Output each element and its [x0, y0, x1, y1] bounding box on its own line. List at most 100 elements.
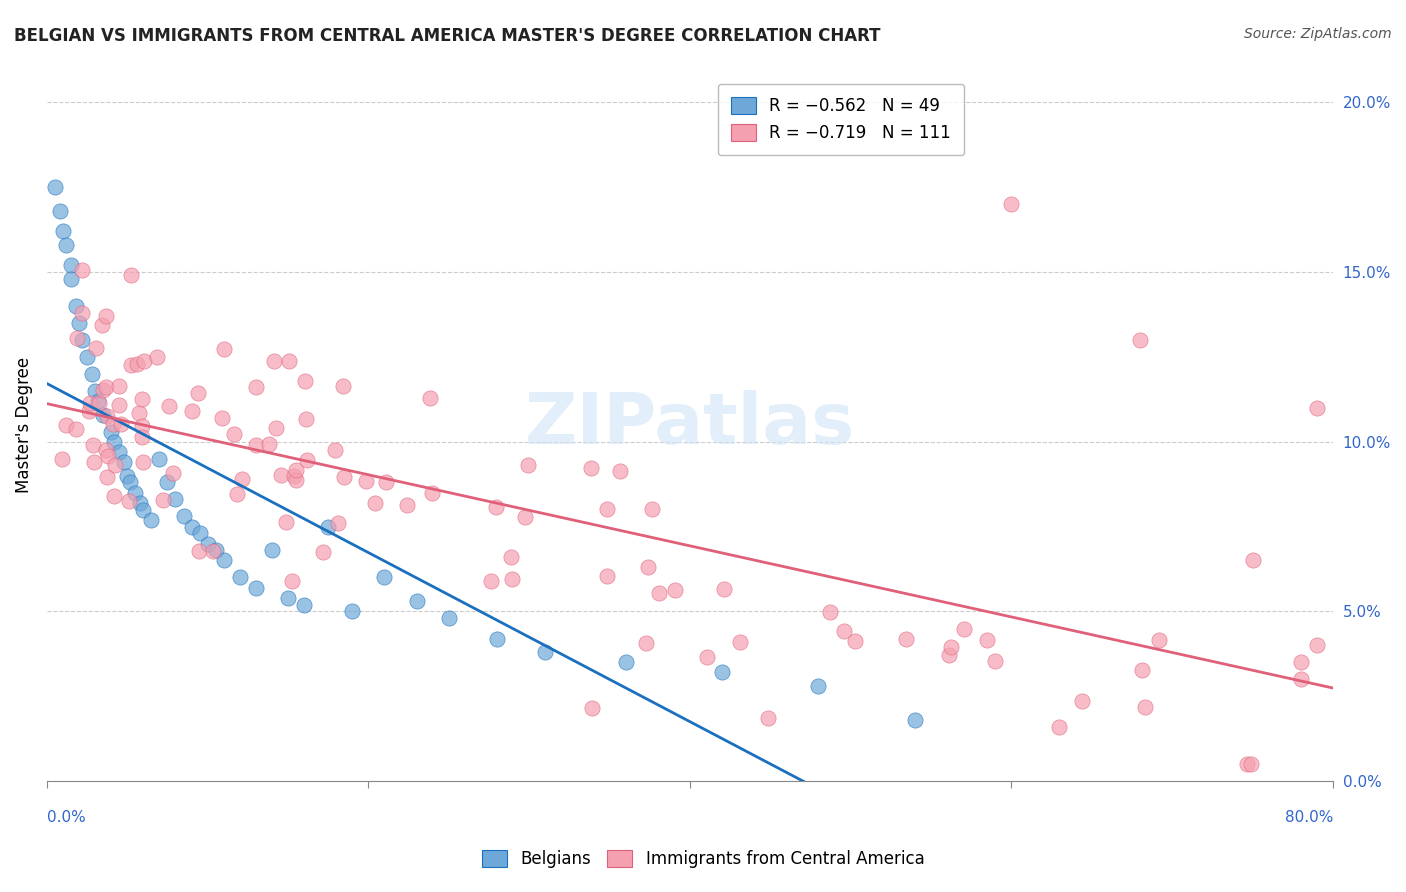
- Point: [212, 553, 235, 567]
- Point: [188, 526, 211, 541]
- Point: [131, 392, 153, 406]
- Legend: R = −0.562   N = 49, R = −0.719   N = 111: R = −0.562 N = 49, R = −0.719 N = 111: [717, 84, 965, 155]
- Point: [197, 536, 219, 550]
- Point: [648, 586, 671, 600]
- Point: [1306, 401, 1329, 415]
- Point: [44, 180, 66, 194]
- Point: [894, 632, 917, 646]
- Point: [333, 470, 356, 484]
- Point: [108, 445, 131, 459]
- Point: [76, 350, 98, 364]
- Point: [187, 543, 209, 558]
- Point: [231, 472, 253, 486]
- Point: [103, 489, 125, 503]
- Point: [294, 374, 316, 388]
- Point: [609, 464, 631, 478]
- Point: [101, 417, 124, 431]
- Point: [157, 399, 180, 413]
- Point: [285, 463, 308, 477]
- Point: [395, 498, 418, 512]
- Point: [131, 430, 153, 444]
- Point: [173, 509, 195, 524]
- Point: [212, 342, 235, 356]
- Point: [117, 468, 139, 483]
- Point: [59, 272, 82, 286]
- Text: 0.0%: 0.0%: [46, 810, 86, 824]
- Point: [156, 475, 179, 490]
- Point: [316, 519, 339, 533]
- Point: [79, 396, 101, 410]
- Point: [728, 635, 751, 649]
- Point: [108, 378, 131, 392]
- Point: [117, 493, 139, 508]
- Point: [281, 574, 304, 588]
- Text: BELGIAN VS IMMIGRANTS FROM CENTRAL AMERICA MASTER'S DEGREE CORRELATION CHART: BELGIAN VS IMMIGRANTS FROM CENTRAL AMERI…: [14, 27, 880, 45]
- Point: [87, 394, 110, 409]
- Point: [938, 648, 960, 662]
- Text: Source: ZipAtlas.com: Source: ZipAtlas.com: [1244, 27, 1392, 41]
- Point: [59, 258, 82, 272]
- Point: [596, 569, 619, 583]
- Point: [110, 417, 132, 432]
- Point: [132, 455, 155, 469]
- Point: [141, 513, 163, 527]
- Point: [637, 560, 659, 574]
- Point: [479, 574, 502, 588]
- Point: [1000, 197, 1022, 211]
- Point: [664, 583, 686, 598]
- Point: [513, 509, 536, 524]
- Point: [146, 350, 169, 364]
- Point: [1236, 757, 1258, 772]
- Point: [283, 468, 305, 483]
- Point: [72, 333, 94, 347]
- Point: [180, 519, 202, 533]
- Point: [641, 501, 664, 516]
- Point: [501, 572, 523, 586]
- Point: [120, 358, 142, 372]
- Point: [132, 354, 155, 368]
- Point: [224, 427, 246, 442]
- Point: [534, 645, 557, 659]
- Point: [148, 451, 170, 466]
- Point: [229, 570, 252, 584]
- Point: [263, 354, 285, 368]
- Point: [187, 386, 209, 401]
- Point: [294, 412, 316, 426]
- Point: [277, 591, 299, 605]
- Point: [96, 470, 118, 484]
- Point: [1129, 333, 1152, 347]
- Point: [374, 475, 396, 489]
- Point: [295, 452, 318, 467]
- Point: [129, 496, 152, 510]
- Point: [124, 485, 146, 500]
- Point: [354, 474, 377, 488]
- Point: [485, 500, 508, 515]
- Point: [97, 449, 120, 463]
- Point: [94, 310, 117, 324]
- Point: [326, 516, 349, 531]
- Point: [832, 624, 855, 638]
- Point: [48, 204, 70, 219]
- Point: [1306, 638, 1329, 652]
- Point: [696, 649, 718, 664]
- Point: [373, 570, 395, 584]
- Point: [91, 318, 114, 332]
- Point: [180, 404, 202, 418]
- Point: [437, 611, 460, 625]
- Point: [420, 486, 443, 500]
- Point: [1289, 672, 1312, 686]
- Point: [292, 598, 315, 612]
- Point: [758, 711, 780, 725]
- Point: [84, 341, 107, 355]
- Point: [80, 367, 103, 381]
- Point: [270, 467, 292, 482]
- Point: [323, 442, 346, 457]
- Point: [66, 331, 89, 345]
- Point: [225, 487, 247, 501]
- Point: [579, 461, 602, 475]
- Point: [51, 452, 73, 467]
- Point: [245, 581, 267, 595]
- Point: [112, 455, 135, 469]
- Point: [1047, 720, 1070, 734]
- Point: [82, 437, 104, 451]
